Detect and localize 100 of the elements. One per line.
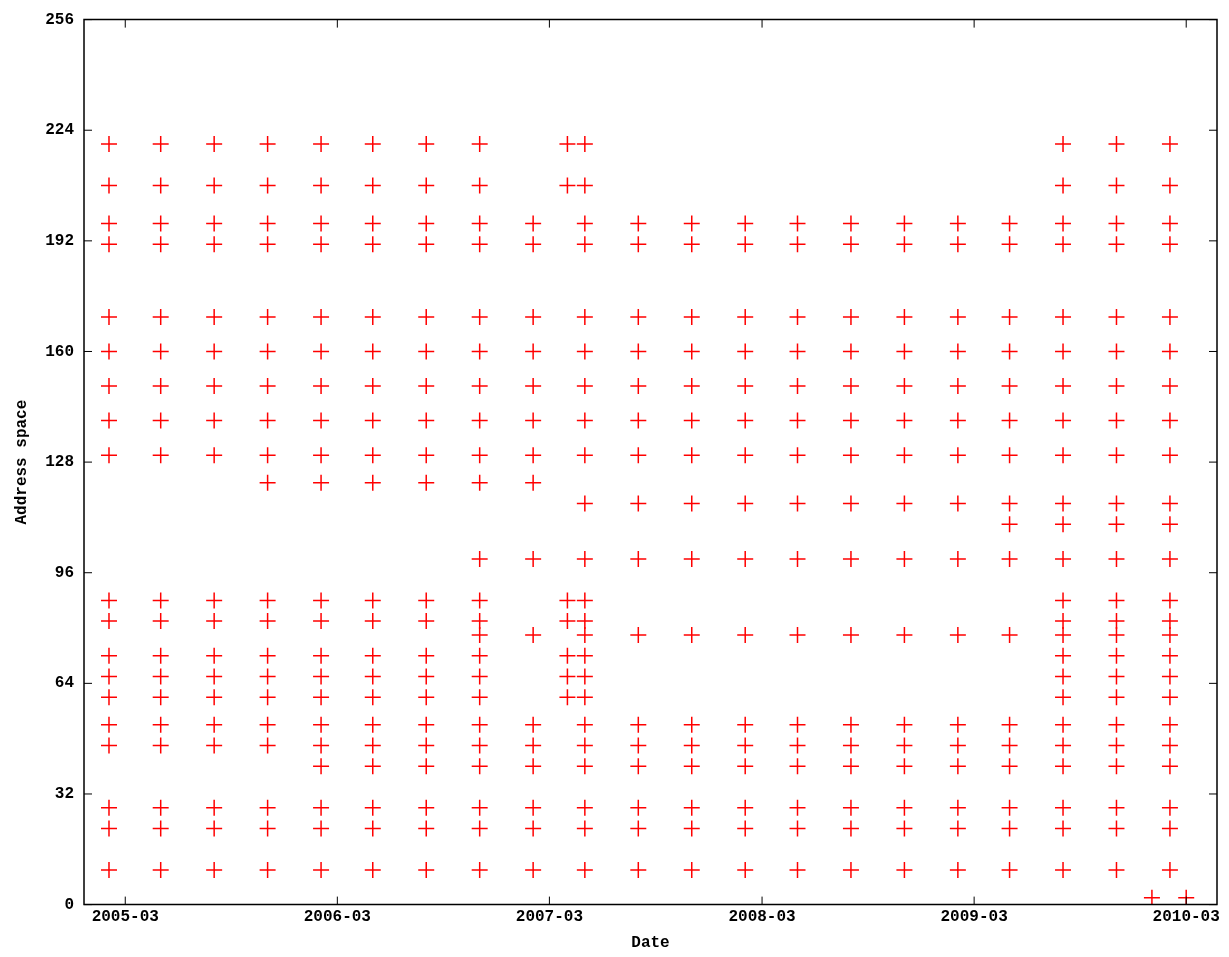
point [1107,235,1126,254]
point [524,308,542,326]
point [1054,612,1072,630]
point [151,446,170,464]
point [949,308,967,326]
point [629,799,648,817]
point [151,176,170,195]
point [1161,176,1179,195]
point [629,861,648,879]
point [949,411,967,430]
point [312,667,330,686]
point [576,214,594,233]
point [524,342,542,361]
point [151,799,170,817]
point [1000,342,1019,361]
point [949,235,967,254]
point [364,716,382,734]
point [258,446,277,464]
point [258,308,277,326]
point [788,716,807,734]
point [312,612,330,630]
point [1107,757,1126,776]
point [629,214,648,233]
point [1054,688,1072,706]
x-tick-label: 2005-03 [91,908,159,927]
point [205,446,223,464]
point [1054,176,1072,195]
point [417,474,435,492]
point [736,342,754,361]
point [895,716,914,734]
y-tick-label: 64 [54,674,75,693]
point [100,135,118,153]
point [949,446,967,464]
point [576,736,594,755]
point [895,757,914,776]
point [417,342,435,361]
point [1161,799,1179,817]
point [258,377,277,395]
point [842,626,860,644]
point [100,446,118,464]
point [683,446,701,464]
point [364,342,382,361]
point [364,411,382,430]
y-axis-title: Address space [12,399,31,525]
point [1000,550,1019,568]
point [736,799,754,817]
point [1107,736,1126,755]
point [100,716,118,734]
point [736,736,754,755]
point [1054,646,1072,665]
point [683,308,701,326]
point [364,688,382,706]
point [1161,757,1179,776]
point [205,176,223,195]
point [788,377,807,395]
point [417,235,435,254]
point [895,819,914,838]
point [151,591,170,610]
point [895,494,914,513]
point [1000,861,1019,879]
point [470,377,489,395]
point [312,377,330,395]
point [417,799,435,817]
point [788,819,807,838]
point [788,736,807,755]
point [558,135,577,153]
point [1107,799,1126,817]
point [576,819,594,838]
point [312,235,330,254]
point [895,308,914,326]
x-tick-label: 2007-03 [515,908,584,927]
point [895,342,914,361]
point [417,716,435,734]
point [629,411,648,430]
point [312,861,330,879]
point [470,757,489,776]
point [1054,819,1072,838]
point [258,736,277,755]
point [1107,688,1126,706]
point [258,646,277,665]
point [205,235,223,254]
point [364,591,382,610]
point [949,716,967,734]
point [312,819,330,838]
point [470,667,489,686]
point [895,214,914,233]
point [1107,716,1126,734]
point [417,176,435,195]
point [683,716,701,734]
point [1161,494,1179,513]
point [205,646,223,665]
point [1161,446,1179,464]
point [258,667,277,686]
point [364,214,382,233]
point [417,612,435,630]
point [312,342,330,361]
point [842,494,860,513]
point [1107,494,1126,513]
point [895,235,914,254]
point [576,591,594,610]
